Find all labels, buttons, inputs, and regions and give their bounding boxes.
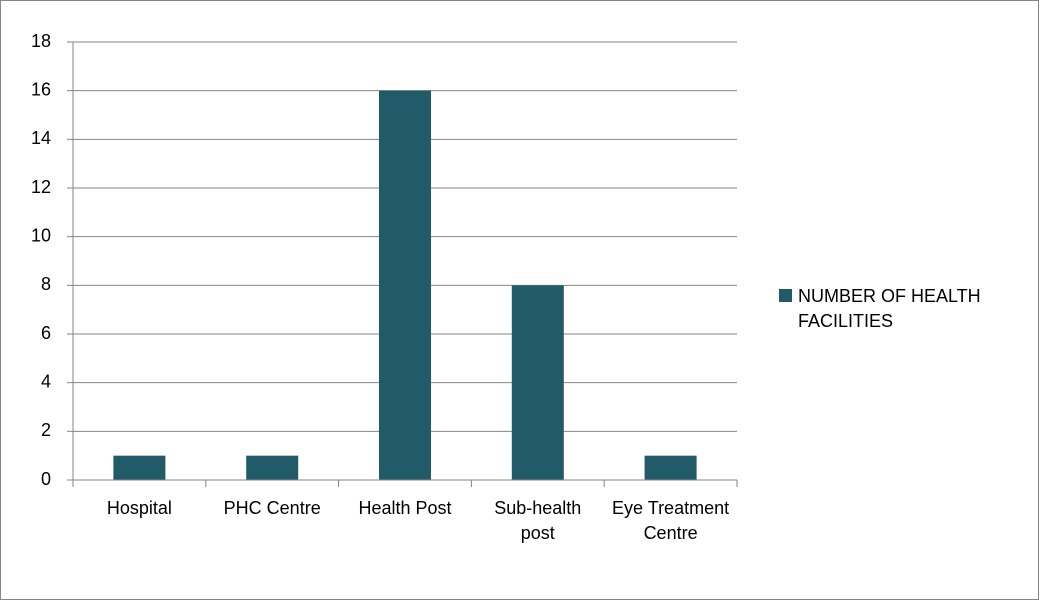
y-tick-label: 14 [31,128,51,148]
legend-label: NUMBER OF HEALTH FACILITIES [798,286,981,331]
x-tick-label: Health Post [358,498,452,518]
y-tick-label: 10 [31,225,51,245]
y-tick-label: 0 [41,469,51,489]
y-tick-label: 12 [31,177,51,197]
legend-swatch [779,289,792,302]
bar [113,455,166,480]
x-tick-label: Eye Treatment Centre [612,498,730,543]
bar [379,90,431,481]
legend: NUMBER OF HEALTH FACILITIES [779,284,1029,334]
bar [511,285,564,480]
y-tick-label: 4 [41,371,51,391]
y-tick-label: 2 [41,420,51,440]
y-tick-label: 16 [31,79,51,99]
x-tick-label: Sub-health post [494,498,582,543]
bar [644,455,697,480]
x-tick-label: Hospital [106,498,172,518]
y-tick-label: 6 [41,323,51,343]
bar [246,455,299,480]
y-tick-label: 18 [31,31,51,51]
y-tick-label: 8 [41,274,51,294]
x-tick-label: PHC Centre [223,498,321,518]
